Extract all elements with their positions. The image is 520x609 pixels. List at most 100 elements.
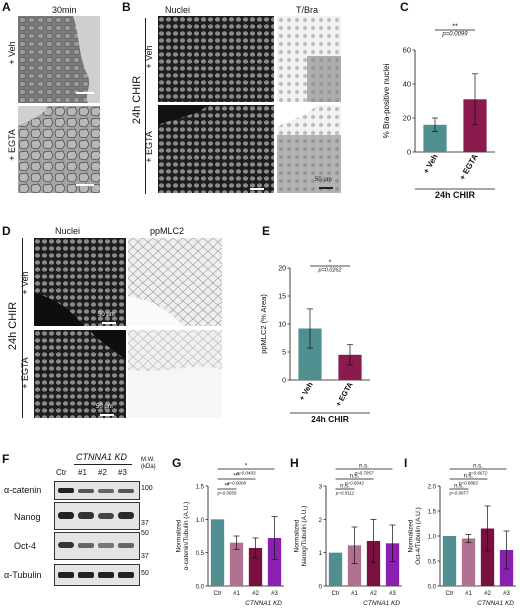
bar — [442, 536, 457, 586]
y-tick-label: 1 — [319, 551, 323, 557]
panel-label-i: I — [404, 456, 408, 470]
panel-label-d: D — [2, 224, 11, 238]
y-tick-label: 5 — [282, 350, 286, 357]
panel-f-header: CTNNA1 KD — [76, 452, 128, 462]
bar — [328, 552, 343, 586]
significance-stars: n.s. — [473, 464, 483, 470]
y-tick-label: 60 — [403, 46, 411, 55]
y-tick-label: 15 — [278, 294, 286, 301]
bar — [366, 541, 381, 586]
p-value: p=0.8882 — [458, 481, 478, 486]
significance-stars: n.s. — [454, 484, 464, 490]
significance-stars: n.s. — [350, 474, 360, 480]
y-tick-label: 1.5 — [428, 510, 437, 516]
y-axis-label: NormalizedNanog/Tubulin (A.U.) — [293, 506, 307, 567]
x-axis-label: CTNNA1 KD — [245, 600, 282, 607]
y-tick-label: 1.5 — [196, 485, 205, 491]
x-axis-label: CTNNA1 KD — [363, 600, 400, 607]
category-label: Ctr — [214, 591, 222, 597]
panel-label-g: G — [172, 456, 182, 470]
p-value: p=0.9977 — [449, 491, 469, 496]
y-tick-label: 1.0 — [428, 535, 437, 541]
panel-label-e: E — [262, 224, 271, 238]
bar — [248, 548, 263, 586]
y-tick-label: 20 — [278, 266, 286, 273]
panel-d-ppmlc2-egta — [128, 330, 222, 418]
chart-c: 0 20 40 60 % Bra-positive nuclei + Veh + EGTA 2… — [382, 22, 495, 200]
panel-b-col-label-nuclei: Nuclei — [165, 5, 191, 15]
bar — [298, 328, 322, 380]
y-tick-label: 2 — [319, 518, 323, 524]
panel-d-row-label-egta: + EGTA — [20, 357, 30, 389]
significance-stars: ** — [452, 22, 458, 31]
panel-b-row-label-egta: + EGTA — [144, 131, 154, 163]
panel-d-nuclei-egta: 50 µm — [34, 330, 126, 418]
y-tick-label: 1.0 — [196, 518, 205, 524]
bar — [480, 528, 495, 586]
bar — [347, 545, 362, 586]
y-tick-label: 3 — [319, 485, 323, 491]
y-tick-label: 0.5 — [428, 560, 437, 566]
y-tick-label: 0.0 — [196, 585, 205, 591]
blot-alpha-tubulin — [54, 564, 140, 586]
bar — [210, 519, 225, 586]
panel-b-tbra-egta: 50 µm — [277, 105, 341, 193]
bar — [463, 99, 487, 152]
category-label: #3 — [503, 591, 510, 597]
panel-b-tbra-veh — [277, 16, 341, 102]
blot-label-alpha-catenin: α-catenin — [4, 485, 42, 495]
panel-label-f: F — [2, 452, 10, 466]
panel-d-scale-text-1: 50 µm — [98, 312, 115, 318]
chart-e: 0 5 10 15 20 ppMLC2 (% Area) + Veh + EGTA 24h CH… — [259, 260, 370, 424]
p-value: p=0.9111 — [335, 491, 355, 496]
panel-f-lane-3: #3 — [118, 468, 127, 477]
y-tick-label: 20 — [403, 114, 411, 123]
y-tick-label: 2.0 — [428, 485, 437, 491]
significance-stars: n.s. — [464, 474, 474, 480]
y-tick-label: 0 — [319, 585, 323, 591]
category-label: + EGTA — [334, 380, 355, 408]
panel-b-nuclei-veh — [158, 16, 274, 102]
x-axis-label: 24h CHIR — [435, 190, 476, 200]
panel-b-row-label-veh: + Veh — [144, 45, 154, 69]
chart-h: 0 1 2 3 NormalizedNanog/Tubulin (A.U.) Ctr #1 #… — [293, 464, 402, 607]
blot-mw-alpha-tubulin: 50 — [141, 570, 149, 577]
category-label: Ctr — [332, 591, 340, 597]
category-label: #1 — [465, 591, 472, 597]
panel-a-time-label: 30min — [52, 5, 77, 15]
category-label: Ctr — [446, 591, 454, 597]
bar — [229, 542, 244, 586]
panel-a-image-veh — [18, 16, 100, 103]
category-label: #2 — [370, 591, 377, 597]
blot-mw-oct4-37: 37 — [141, 553, 149, 560]
blot-label-alpha-tubulin: α-Tubulin — [4, 570, 42, 580]
panel-b-condition-label: 24h CHIR — [131, 75, 143, 125]
panel-d-row-label-veh: + Veh — [20, 271, 30, 295]
panel-a-image-egta — [18, 106, 100, 193]
chart-g: 0.0 0.5 1.0 1.5 Normalizedα-catenin/Tubulin … — [175, 464, 284, 607]
bar — [461, 538, 476, 586]
p-value: p=0.6642 — [344, 481, 364, 486]
panel-f-lane-2: #2 — [98, 468, 107, 477]
y-tick-label: 0 — [407, 148, 411, 157]
p-value: p=0.7957 — [354, 471, 374, 476]
p-value: p=0.6672 — [468, 471, 488, 476]
significance-stars: n.s. — [359, 464, 369, 470]
blot-mw-oct4-50: 50 — [141, 530, 149, 537]
category-label: #3 — [271, 591, 278, 597]
blot-nanog — [54, 502, 140, 530]
panel-d-col-label-nuclei: Nuclei — [55, 226, 81, 236]
p-value: p=0.0056 — [217, 491, 237, 496]
category-label: + Veh — [297, 380, 315, 402]
panel-d-ppmlc2-veh — [128, 238, 222, 326]
y-tick-label: 0.0 — [428, 585, 437, 591]
panel-label-c: C — [400, 0, 409, 14]
bar — [338, 354, 362, 380]
category-label: #3 — [389, 591, 396, 597]
bar — [385, 543, 400, 586]
significance-stars: n.s. — [340, 484, 350, 490]
significance-stars: * — [245, 464, 248, 470]
panel-f-mw-header: M.W. (kDa) — [141, 457, 156, 470]
significance-stars: * — [329, 260, 332, 267]
panel-d-divider — [22, 238, 23, 418]
